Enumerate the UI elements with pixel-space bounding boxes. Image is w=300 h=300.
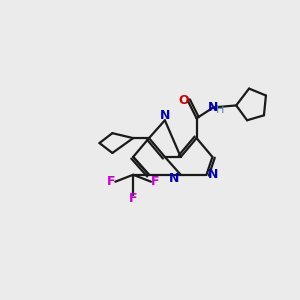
Text: N: N (208, 101, 219, 114)
Text: F: F (129, 192, 137, 205)
Text: O: O (178, 94, 189, 107)
Text: N: N (208, 168, 219, 181)
Text: F: F (107, 175, 116, 188)
Text: H: H (216, 105, 224, 116)
Text: N: N (160, 109, 170, 122)
Text: N: N (169, 172, 179, 185)
Text: F: F (151, 175, 159, 188)
